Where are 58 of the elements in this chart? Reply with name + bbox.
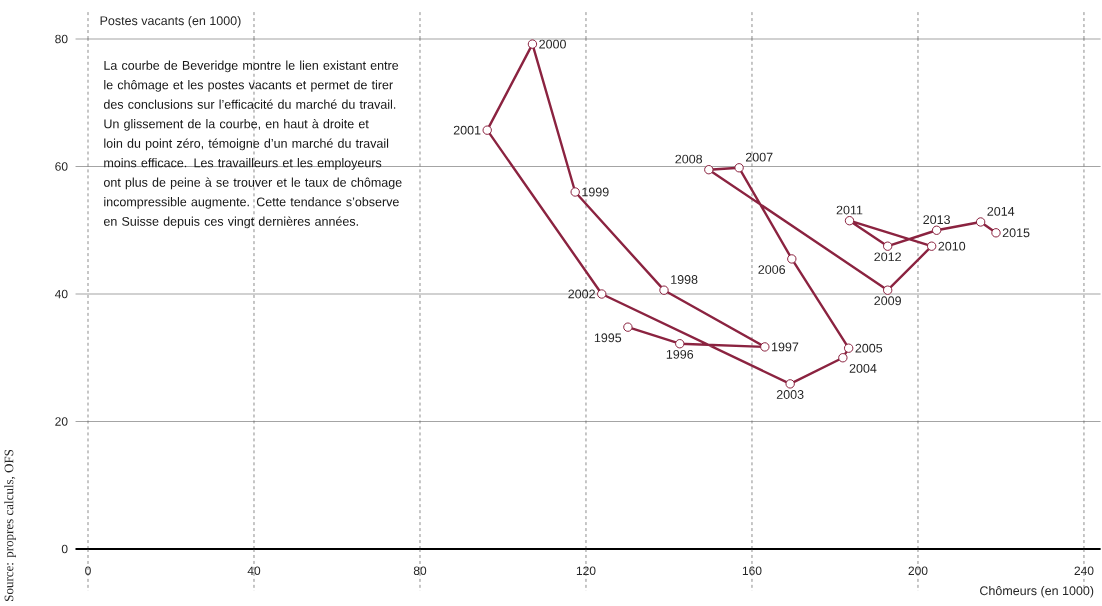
point [482, 125, 492, 135]
point [975, 217, 986, 227]
y-tick-label: 0 [61, 544, 68, 554]
x-tick-label: 40 [247, 566, 261, 576]
annotation: 2006 [758, 265, 786, 274]
annotation: 2010 [938, 241, 966, 251]
x-tick-label: 200 [908, 566, 928, 576]
point [760, 342, 770, 352]
annotation: 2007 [745, 152, 773, 162]
point [931, 225, 942, 235]
annotation: 2012 [874, 252, 901, 262]
annotation: 1998 [671, 275, 698, 284]
y-tick-label: 40 [54, 289, 68, 299]
x-tick-label: 120 [576, 566, 596, 576]
y-tick-label: 20 [55, 417, 68, 426]
point [675, 339, 685, 349]
y-tick-label: 60 [55, 162, 68, 171]
point [597, 289, 607, 299]
point [926, 241, 937, 251]
x-tick-label: 240 [1074, 566, 1094, 576]
x-axis-title: Chômeurs (en 1000) [980, 585, 1094, 598]
point [570, 187, 580, 197]
annotation: 2013 [923, 215, 950, 225]
point [659, 285, 669, 295]
point [991, 228, 1001, 238]
point [623, 322, 633, 332]
annotation: 2014 [987, 206, 1015, 216]
point [785, 379, 795, 389]
source-note: Source: propres calculs, OFS [4, 449, 16, 601]
y-tick-label: 80 [55, 34, 68, 44]
point [882, 241, 893, 251]
point [527, 39, 538, 49]
point [843, 343, 854, 353]
annotation: 2001 [453, 125, 481, 135]
annotation: 1995 [594, 333, 622, 343]
x-tick-label: 0 [85, 566, 91, 576]
y-axis-title: Postes vacants (en 1000) [100, 15, 241, 28]
annotation: 1997 [771, 342, 799, 352]
text: La courbe de Beveridge montre le lien existant entre le chômage et les postes vacants et permet de tirer des conclusions sur l’efficacité du marché du travail. Un glissement de la courbe, en haut à droite et loin du point zéro, témoigne d’un marché du travail moins efficace. Les travailleurs et les employeurs ont plus de peine à se trouver et le taux de chômage incompressible augmente. Cette tendance s’observe en Suisse depuis ces vingt dernières années. [103, 60, 402, 229]
annotation: 2003 [776, 390, 804, 399]
point [734, 163, 744, 173]
annotation: 2015 [1002, 228, 1030, 238]
point [882, 285, 893, 295]
annotation: 2000 [539, 39, 566, 49]
x-tick-label: 160 [742, 566, 762, 576]
annotation: 2005 [855, 343, 883, 353]
annotation: 2011 [836, 205, 863, 215]
annotation: 2004 [849, 363, 877, 373]
annotation: 2009 [874, 296, 901, 306]
annotation: 1999 [582, 187, 609, 197]
point [704, 164, 714, 175]
annotation: 2008 [675, 154, 703, 164]
point [838, 353, 848, 363]
x-tick-label: 80 [413, 566, 427, 576]
annotation: 2002 [568, 289, 595, 299]
point [787, 254, 797, 264]
point [844, 215, 855, 226]
annotation: 1996 [666, 349, 694, 359]
